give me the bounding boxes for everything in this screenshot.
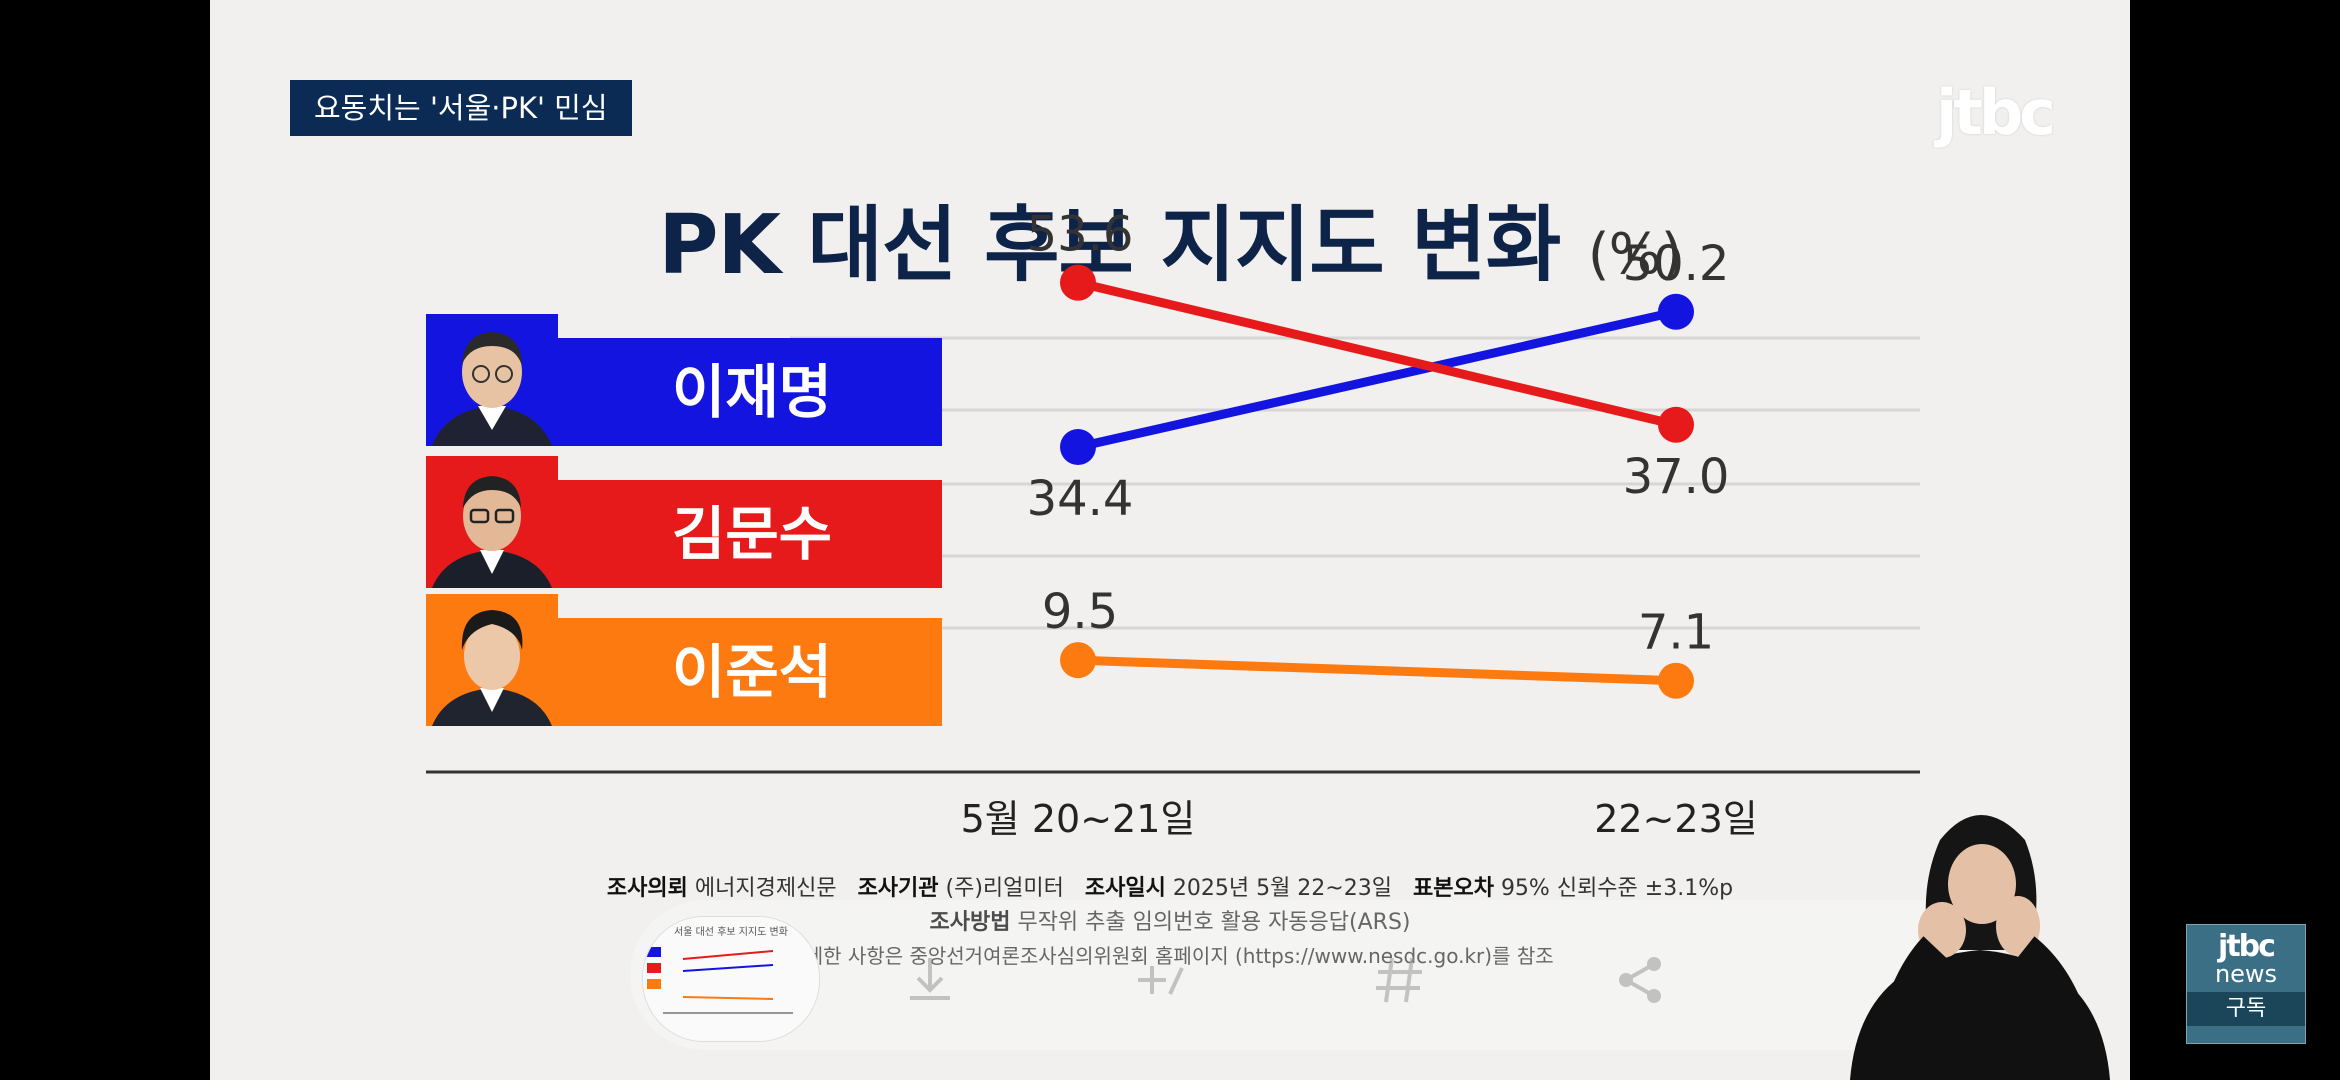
chart-thumbnail[interactable]: 서울 대선 후보 지지도 변화 [642,916,820,1042]
candidate-name: 이준석 [558,618,942,726]
chart-title: PK 대선 후보 지지도 변화 (%) [210,178,2130,297]
survey-value: 무작위 추출 임의번호 활용 자동응답(ARS) [1017,910,1411,935]
survey-key: 조사일시 [1084,876,1166,901]
line-chart: 5월 20~21일 22~23일 34.4 50.2 53.6 37.0 9.5 7.1 [426,207,1920,841]
series-line-이재명 [1073,307,1681,452]
video-frame: 요동치는 '서울·PK' 민심 jtbc PK 대선 후보 지지도 변화 (%)… [210,0,2130,1080]
segment-tagline: 요동치는 '서울·PK' 민심 [290,80,632,136]
candidate-name: 이재명 [558,338,942,446]
data-label: 50.2 [1623,236,1730,292]
candidate-card-kim-moonsoo: 김문수 [426,456,942,588]
data-label: 34.4 [1027,471,1134,527]
badge-news: news [2214,960,2278,988]
x-tick-label: 5월 20~21일 [961,797,1196,841]
data-label: 7.1 [1638,605,1714,661]
x-tick-label: 22~23일 [1594,797,1758,841]
share-icon[interactable] [1610,950,1670,1024]
badge-brand: jtbc [2218,929,2276,964]
video-action-bar [630,900,2000,1050]
survey-info-line1: 조사의뢰 에너지경제신문 조사기관 (주)리얼미터 조사일시 2025년 5월 … [210,870,2130,902]
candidate-card-lee-jaemyung: 이재명 [426,314,942,446]
candidate-photo [426,594,558,726]
thumbnail-caption: 서울 대선 후보 지지도 변화 [674,926,788,938]
series-line-이준석 [1073,655,1681,686]
series-line-김문수 [1073,278,1681,430]
survey-info-line3: 자세한 사항은 중앙선거여론조사심의위원회 홈페이지 (https://www.… [786,944,1554,968]
candidate-name: 김문수 [558,480,942,588]
candidate-card-lee-junseok: 이준석 [426,594,942,726]
survey-value: 2025년 5월 22~23일 [1172,876,1392,901]
hashtag-icon[interactable] [1370,950,1430,1024]
chart-title-unit: (%) [1587,222,1683,287]
survey-value: (주)리얼미터 [945,876,1064,901]
candidate-photo [426,456,558,588]
data-point-이재명 [1658,293,1694,330]
data-point-이준석 [1060,642,1096,679]
survey-key: 조사의뢰 [606,876,688,901]
add-to-playlist-icon[interactable] [1130,950,1190,1024]
data-label: 37.0 [1623,449,1730,505]
survey-key: 표본오차 [1412,876,1494,901]
download-icon[interactable] [900,950,960,1024]
jtbc-news-subscribe-badge[interactable]: jtbc news 구독 [2186,924,2306,1044]
survey-key: 조사방법 [929,910,1011,935]
chart-title-text: PK 대선 후보 지지도 변화 [658,198,1561,293]
survey-key: 조사기관 [857,876,939,901]
data-point-이재명 [1060,429,1096,466]
data-label: 9.5 [1042,584,1118,640]
data-point-김문수 [1658,406,1694,443]
data-point-이준석 [1658,662,1694,699]
survey-info-line2: 조사방법 무작위 추출 임의번호 활용 자동응답(ARS) [210,904,2130,936]
survey-value: 에너지경제신문 [694,876,837,901]
sign-language-interpreter [1830,780,2130,1080]
subscribe-label: 구독 [2187,992,2305,1026]
survey-value: 95% 신뢰수준 ±3.1%p [1500,876,1734,901]
jtbc-logo: jtbc [1935,76,2056,149]
data-point-김문수 [1060,264,1096,301]
candidate-photo [426,314,558,446]
data-label: 53.6 [1027,207,1134,263]
